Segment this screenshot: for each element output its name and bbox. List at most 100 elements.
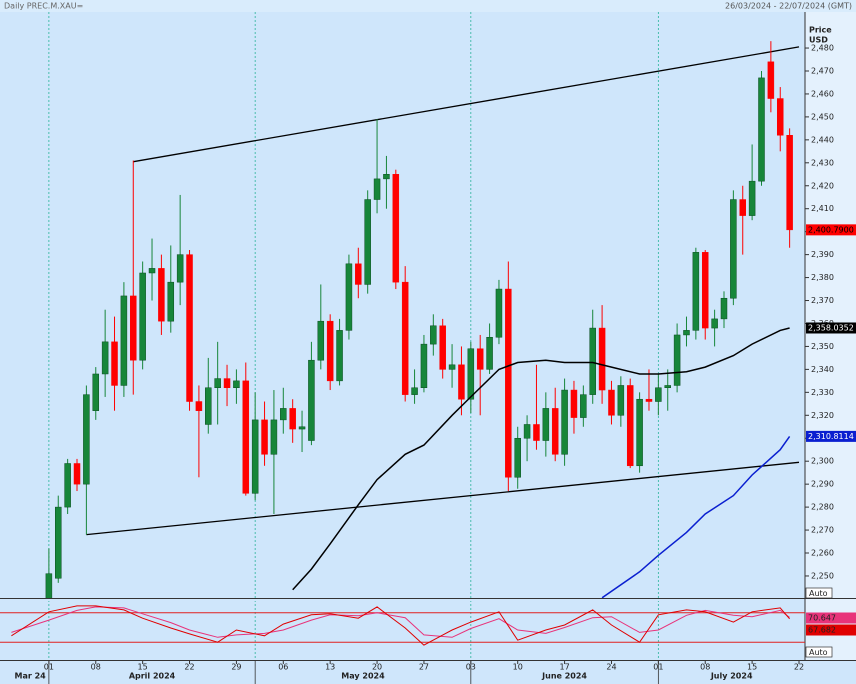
y-tick-label: 2,370 bbox=[811, 296, 834, 305]
candle-body bbox=[476, 348, 484, 370]
header-title: Daily PREC.M.XAU= bbox=[4, 2, 83, 11]
header-bar bbox=[0, 0, 856, 12]
candle-body bbox=[589, 327, 596, 395]
candle-body bbox=[523, 424, 531, 439]
y-tick-label: 2,480 bbox=[811, 44, 834, 53]
ma-value-box-label: 2,310.8114 bbox=[808, 432, 854, 441]
candle-body bbox=[776, 98, 784, 136]
oscillator-value-label: 70.647 bbox=[808, 614, 836, 623]
candle-body bbox=[176, 254, 184, 283]
month-label: July 2024 bbox=[710, 672, 753, 681]
candle-body bbox=[645, 398, 653, 402]
y-tick-label: 2,450 bbox=[811, 112, 834, 121]
price-axis-panel bbox=[805, 12, 856, 660]
x-tick-label: 01 bbox=[44, 663, 54, 672]
candle-body bbox=[514, 437, 521, 478]
y-tick-label: 2,300 bbox=[811, 457, 834, 466]
candle-body bbox=[701, 252, 709, 329]
candle-body bbox=[711, 318, 718, 329]
y-axis-title: USD bbox=[809, 36, 828, 45]
y-tick-label: 2,270 bbox=[811, 526, 834, 535]
y-tick-label: 2,470 bbox=[811, 66, 834, 75]
candle-body bbox=[608, 389, 615, 416]
x-tick-label: 08 bbox=[700, 663, 710, 672]
oscillator-panel bbox=[0, 601, 805, 658]
candle-body bbox=[186, 254, 193, 402]
oscillator-value-box bbox=[806, 624, 856, 636]
candle-body bbox=[439, 325, 446, 370]
candle-body bbox=[167, 281, 175, 322]
x-tick-label: 17 bbox=[559, 663, 569, 672]
candle-body bbox=[336, 330, 343, 382]
candle-body bbox=[83, 394, 90, 485]
y-tick-label: 2,280 bbox=[811, 503, 834, 512]
ma-value-box bbox=[806, 322, 856, 334]
candle-body bbox=[720, 297, 728, 320]
candle-body bbox=[617, 385, 625, 416]
y-tick-label: 2,390 bbox=[811, 250, 834, 259]
oscillator-value-box bbox=[806, 612, 856, 624]
x-tick-label: 29 bbox=[231, 663, 241, 672]
candle-body bbox=[120, 295, 128, 386]
y-tick-label: 2,460 bbox=[811, 89, 834, 98]
candle-body bbox=[158, 268, 165, 322]
candle-body bbox=[64, 463, 71, 508]
candle-body bbox=[261, 419, 268, 455]
candle-body bbox=[205, 387, 212, 425]
candle-body bbox=[251, 419, 259, 494]
candle-body bbox=[345, 263, 353, 331]
oscillator-value-label: 67.682 bbox=[808, 626, 836, 635]
candle-body bbox=[467, 348, 475, 400]
candle-body bbox=[505, 288, 512, 478]
candle-body bbox=[551, 408, 559, 455]
candle-body bbox=[739, 199, 746, 216]
y-tick-label: 2,340 bbox=[811, 365, 834, 374]
x-tick-label: 15 bbox=[138, 663, 148, 672]
candle-body bbox=[214, 378, 221, 388]
y-tick-label: 2,330 bbox=[811, 388, 834, 397]
candle-body bbox=[636, 398, 643, 467]
y-tick-label: 2,250 bbox=[811, 571, 834, 580]
candle-body bbox=[758, 77, 765, 182]
x-tick-label: 24 bbox=[606, 663, 616, 672]
x-tick-label: 03 bbox=[466, 663, 476, 672]
x-tick-label: 20 bbox=[372, 663, 382, 672]
last-price-box bbox=[806, 224, 856, 236]
y-tick-label: 2,260 bbox=[811, 549, 834, 558]
candle-body bbox=[495, 288, 503, 338]
x-tick-label: 06 bbox=[278, 663, 288, 672]
candle-body bbox=[683, 330, 690, 336]
y-mode: Auto bbox=[809, 589, 828, 598]
trendline bbox=[133, 46, 800, 163]
candle-body bbox=[486, 336, 493, 370]
candle-body bbox=[148, 268, 156, 274]
price-panel bbox=[45, 12, 800, 598]
x-tick-label: 01 bbox=[653, 663, 663, 672]
candle-body bbox=[280, 408, 287, 421]
candle-body bbox=[748, 180, 756, 216]
candle-body bbox=[411, 387, 418, 395]
candle-body bbox=[730, 199, 737, 299]
x-tick-label: 22 bbox=[184, 663, 194, 672]
y-tick-label: 2,290 bbox=[811, 480, 834, 489]
candle-body bbox=[580, 394, 587, 418]
candle-body bbox=[101, 341, 109, 375]
candle-body bbox=[533, 424, 540, 441]
y-tick-label: 2,440 bbox=[811, 135, 834, 144]
candle-body bbox=[673, 334, 681, 386]
auto-box bbox=[805, 646, 833, 658]
y-tick-label: 2,320 bbox=[811, 411, 834, 420]
auto-box bbox=[805, 587, 833, 599]
candle-body bbox=[139, 272, 146, 361]
ma-value-box-label: 2,358.0352 bbox=[808, 323, 854, 332]
candle-body bbox=[308, 359, 315, 441]
candle-body bbox=[401, 281, 409, 395]
candle-body bbox=[233, 380, 240, 388]
candle-body bbox=[130, 295, 137, 361]
candle-body bbox=[448, 364, 456, 370]
month-label: April 2024 bbox=[129, 672, 176, 681]
candle-body bbox=[767, 61, 775, 99]
candle-body bbox=[383, 174, 390, 180]
month-label: May 2024 bbox=[341, 672, 385, 681]
